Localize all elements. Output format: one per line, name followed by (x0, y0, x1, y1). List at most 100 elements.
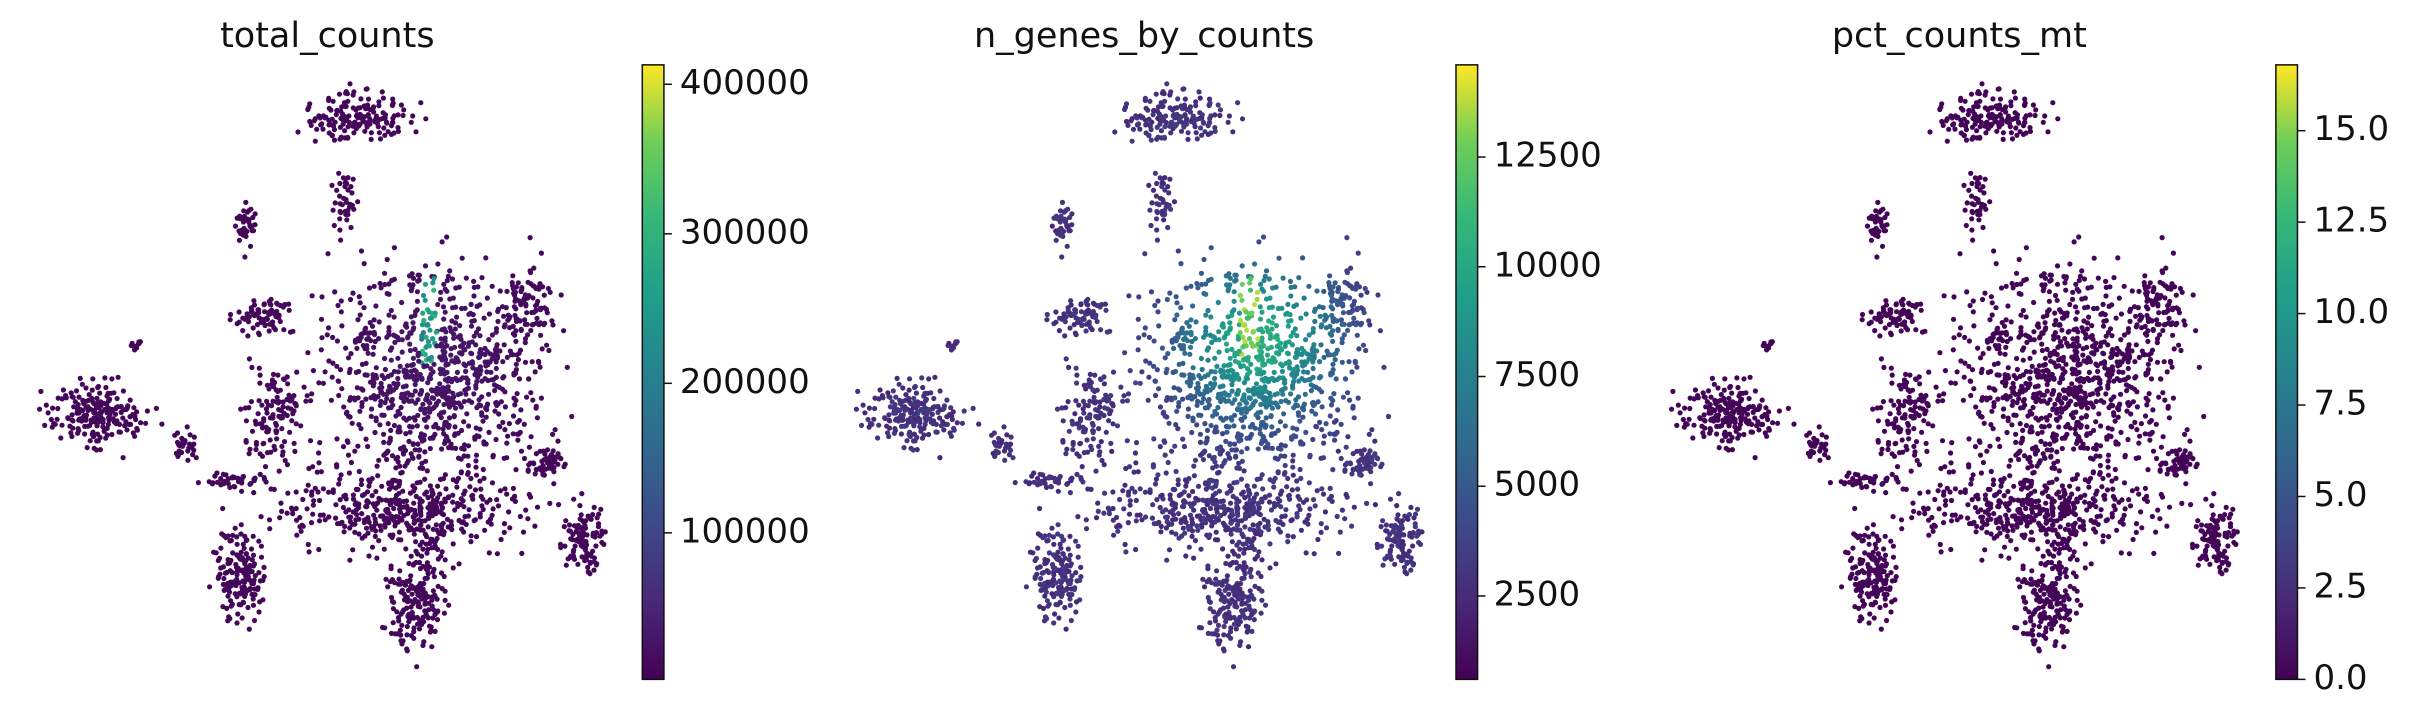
point (1200, 515, 1207, 521)
point (910, 405, 916, 411)
point (426, 564, 432, 570)
point (336, 170, 342, 176)
point (1197, 439, 1204, 445)
point (260, 577, 266, 584)
point (413, 539, 419, 545)
point (345, 175, 351, 181)
point (1165, 184, 1171, 190)
point (431, 276, 437, 282)
point (1242, 524, 1248, 530)
point (1078, 309, 1084, 315)
point (260, 441, 266, 447)
point (1200, 119, 1206, 125)
point (578, 542, 584, 548)
point (117, 429, 123, 435)
point (1257, 304, 1263, 310)
point (1235, 100, 1241, 106)
point (1306, 283, 1312, 289)
point (1243, 564, 1249, 570)
point (1167, 496, 1173, 502)
point (1106, 511, 1112, 517)
point (1407, 533, 1413, 539)
point (1239, 116, 1246, 122)
point (446, 602, 452, 608)
point (281, 439, 288, 445)
point (273, 429, 279, 436)
point (429, 545, 435, 551)
point (1216, 587, 1222, 593)
point (1333, 376, 1339, 382)
point (1258, 610, 1264, 616)
point (1263, 268, 1270, 274)
point (1240, 322, 1247, 328)
point (1046, 550, 1052, 556)
point (1049, 561, 1056, 568)
point (329, 182, 335, 188)
point (94, 395, 100, 401)
point (1175, 334, 1181, 340)
point (411, 500, 417, 506)
point (392, 339, 398, 345)
point (226, 614, 232, 620)
point (366, 285, 373, 291)
point (1250, 510, 1256, 517)
point (361, 114, 367, 120)
point (366, 483, 372, 489)
point (338, 472, 344, 478)
point (282, 457, 288, 464)
point (310, 368, 316, 374)
point (435, 261, 441, 267)
point (538, 250, 545, 256)
point (872, 395, 878, 401)
point (1051, 541, 1057, 547)
point (1401, 532, 1407, 538)
point (1178, 114, 1184, 120)
point (534, 415, 541, 421)
point (1208, 517, 1214, 524)
point (585, 564, 591, 571)
point (497, 488, 503, 494)
point (219, 531, 225, 537)
point (102, 375, 108, 381)
point (430, 280, 436, 286)
point (546, 347, 552, 354)
point (1195, 389, 1201, 395)
point (221, 575, 227, 582)
point (437, 491, 443, 497)
point (132, 343, 139, 349)
point (341, 195, 347, 201)
point (1187, 512, 1194, 518)
point (550, 322, 556, 328)
point (1192, 393, 1198, 400)
point (336, 392, 342, 399)
point (489, 332, 495, 338)
point (1170, 500, 1176, 506)
point (326, 358, 332, 364)
point (493, 326, 500, 332)
point (403, 431, 409, 437)
point (483, 414, 489, 420)
point (234, 541, 240, 547)
point (1163, 470, 1169, 476)
point (1331, 391, 1337, 397)
point (1151, 436, 1157, 442)
point (134, 425, 140, 432)
point (388, 594, 395, 601)
point (507, 525, 513, 531)
point (59, 396, 65, 402)
point (358, 426, 364, 432)
point (524, 310, 530, 316)
point (234, 534, 240, 540)
point (1369, 457, 1375, 463)
point (596, 511, 602, 517)
point (386, 328, 392, 334)
point (504, 354, 510, 360)
point (498, 536, 504, 543)
point (590, 533, 596, 539)
point (904, 438, 910, 444)
point (1227, 500, 1234, 506)
point (338, 237, 344, 243)
point (1050, 576, 1057, 582)
point (526, 444, 533, 450)
point (1347, 397, 1353, 403)
